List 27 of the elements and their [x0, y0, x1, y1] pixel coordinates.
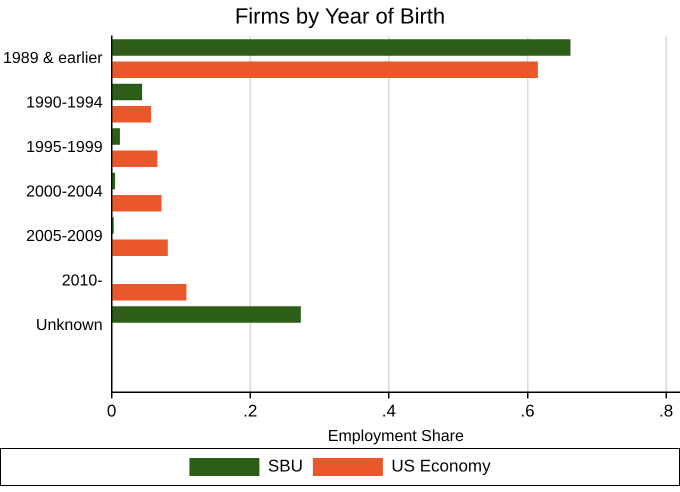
legend-label: US Economy: [391, 456, 492, 476]
legend-label: SBU: [268, 456, 303, 476]
y-tick-label: 1990-1994: [26, 94, 103, 112]
y-tick-label: 2010-: [62, 272, 103, 290]
bar: [112, 172, 116, 190]
bar: [112, 106, 152, 123]
x-tick-label: .2: [243, 401, 258, 420]
y-tick-label: 2005-2009: [26, 228, 103, 246]
bar: [112, 150, 158, 168]
y-tick-label: 1989 & earlier: [2, 50, 104, 68]
chart-title: Firms by Year of Birth: [234, 3, 446, 28]
x-tick-label: .8: [659, 401, 674, 420]
y-tick-label: 1995-1999: [26, 139, 103, 156]
bar: [112, 195, 162, 212]
bar: [112, 284, 186, 301]
x-tick-label: .6: [520, 401, 535, 420]
bar: [112, 128, 120, 145]
bar: [112, 84, 142, 100]
y-tick-label: 2000-2004: [26, 184, 103, 201]
bar: [112, 306, 301, 323]
x-tick-label: 0: [106, 401, 116, 420]
x-axis-title: Employment Share: [328, 428, 464, 445]
y-tick-label: Unknown: [36, 317, 103, 334]
bar: [112, 62, 538, 78]
bar: [112, 39, 570, 56]
bar: [112, 240, 168, 256]
x-tick-label: .4: [382, 401, 396, 420]
